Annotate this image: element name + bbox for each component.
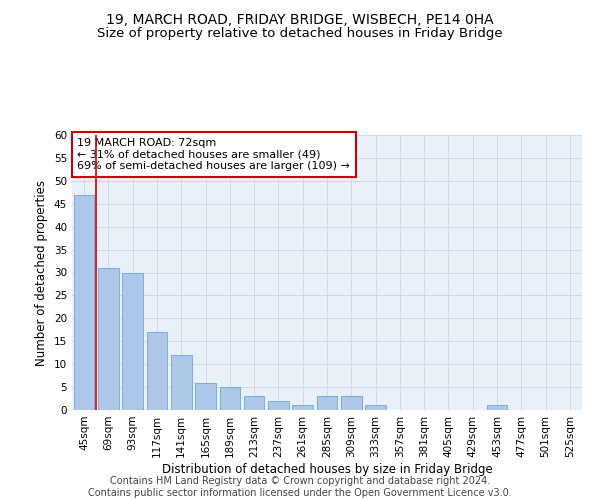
X-axis label: Distribution of detached houses by size in Friday Bridge: Distribution of detached houses by size … [161,462,493,475]
Bar [292,406,313,410]
Bar [220,387,240,410]
Bar [74,194,94,410]
Bar [195,382,216,410]
Bar [341,396,362,410]
Bar [122,272,143,410]
Y-axis label: Number of detached properties: Number of detached properties [35,180,49,366]
Bar [244,396,265,410]
Text: 19, MARCH ROAD, FRIDAY BRIDGE, WISBECH, PE14 0HA: 19, MARCH ROAD, FRIDAY BRIDGE, WISBECH, … [106,12,494,26]
Bar [487,406,508,410]
Bar [146,332,167,410]
Bar [98,268,119,410]
Bar [365,406,386,410]
Text: Size of property relative to detached houses in Friday Bridge: Size of property relative to detached ho… [97,28,503,40]
Bar [268,401,289,410]
Bar [171,355,191,410]
Text: Contains HM Land Registry data © Crown copyright and database right 2024.
Contai: Contains HM Land Registry data © Crown c… [88,476,512,498]
Text: 19 MARCH ROAD: 72sqm
← 31% of detached houses are smaller (49)
69% of semi-detac: 19 MARCH ROAD: 72sqm ← 31% of detached h… [77,138,350,171]
Bar [317,396,337,410]
